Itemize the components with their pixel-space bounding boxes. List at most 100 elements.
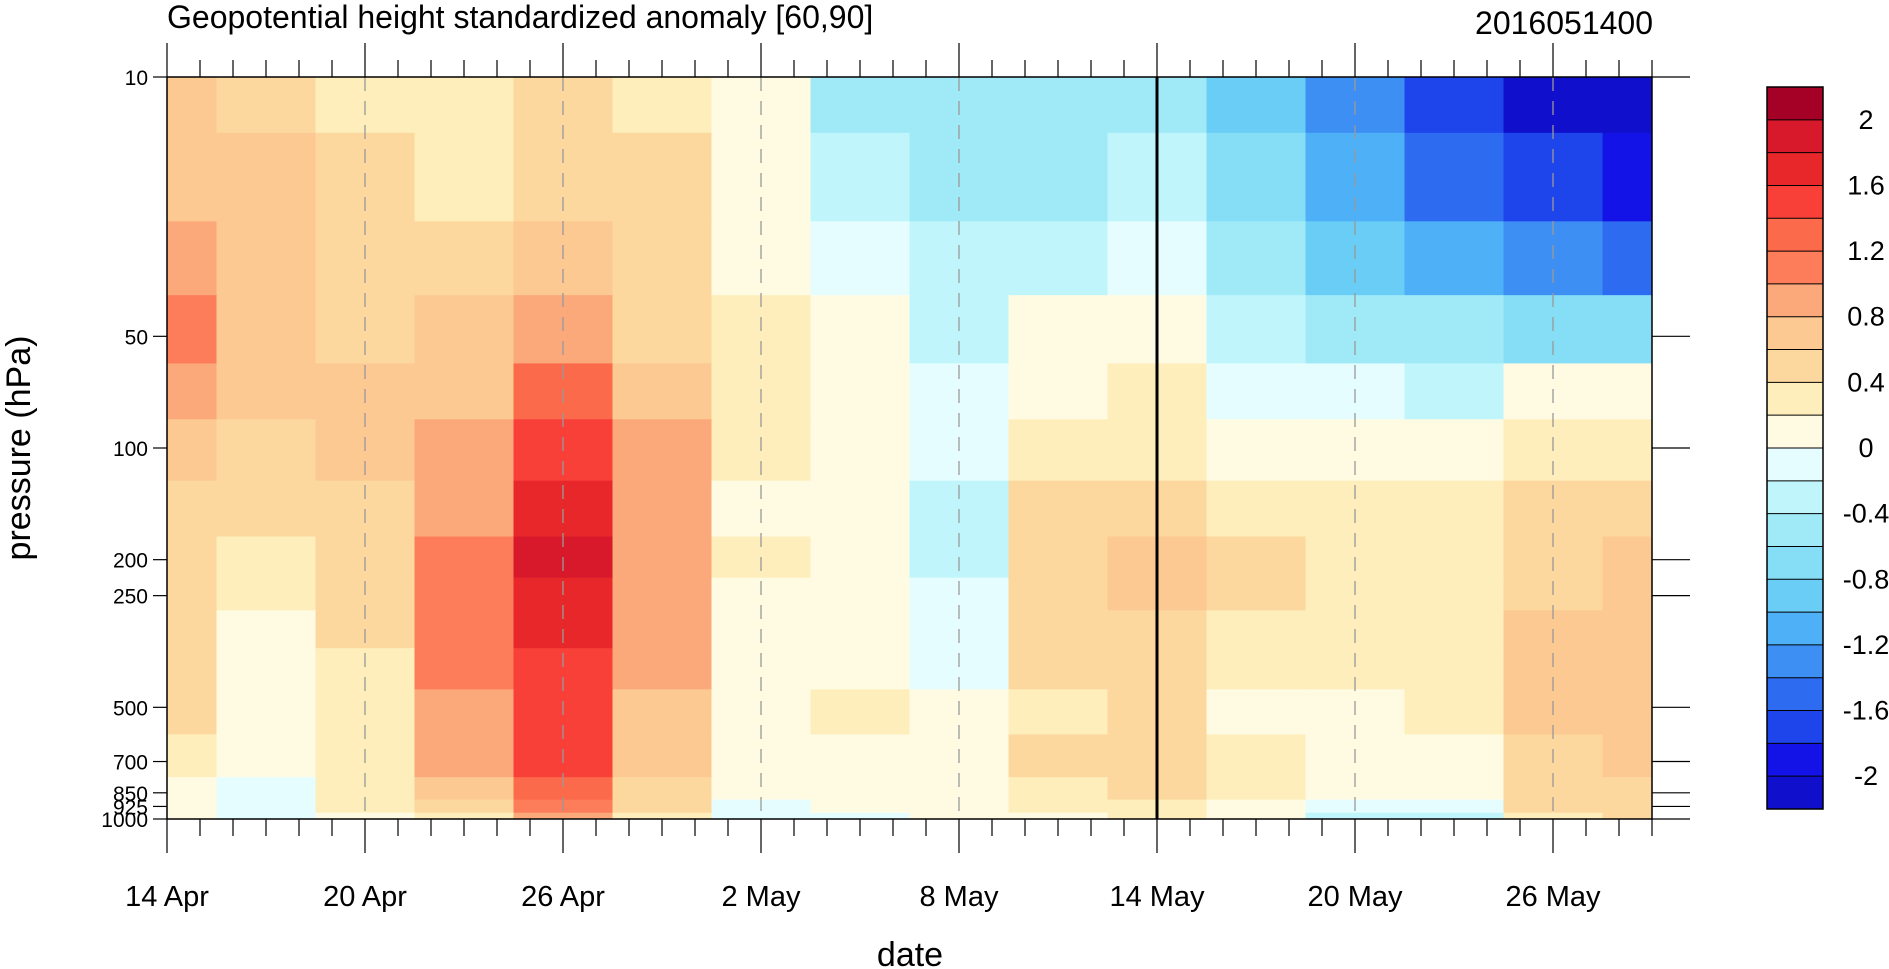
- data-cell: [612, 799, 713, 814]
- data-cell: [216, 577, 317, 611]
- data-cell: [1008, 480, 1109, 538]
- x-tick-label: 2 May: [722, 881, 801, 913]
- colorbar-label: 2: [1858, 105, 1873, 135]
- data-cell: [711, 812, 812, 819]
- data-cell: [1206, 689, 1307, 736]
- data-cell: [414, 799, 515, 814]
- data-cell: [1602, 734, 1652, 778]
- colorbar-swatch: [1767, 87, 1823, 121]
- data-cell: [1602, 132, 1652, 222]
- data-cell: [1206, 536, 1307, 579]
- data-cell: [1404, 689, 1505, 736]
- data-cell: [216, 610, 317, 649]
- data-cell: [810, 480, 911, 538]
- data-cell: [612, 363, 713, 420]
- chart-title: Geopotential height standardized anomaly…: [167, 0, 873, 35]
- data-cell: [1602, 419, 1652, 482]
- colorbar-swatch: [1767, 513, 1823, 547]
- colorbar-swatch: [1767, 448, 1823, 482]
- date-stamp: 2016051400: [1475, 5, 1653, 41]
- data-cell: [414, 295, 515, 365]
- data-cell: [414, 734, 515, 778]
- data-cell: [1404, 295, 1505, 365]
- data-cell: [167, 295, 218, 365]
- data-cell: [315, 812, 416, 819]
- data-cell: [810, 689, 911, 736]
- colorbar-label: 0.4: [1847, 367, 1885, 397]
- data-cell: [612, 536, 713, 579]
- data-cell: [1602, 363, 1652, 420]
- colorbar-swatch: [1767, 579, 1823, 613]
- x-tick-label: 20 Apr: [323, 881, 407, 913]
- y-tick-label: 925: [113, 796, 148, 819]
- colorbar-swatch: [1767, 119, 1823, 154]
- data-cell: [216, 363, 317, 420]
- data-cell: [810, 363, 911, 420]
- data-cell: [810, 777, 911, 801]
- data-cell: [167, 648, 218, 690]
- data-cell: [612, 577, 713, 611]
- colorbar-swatch: [1767, 743, 1823, 777]
- data-cell: [612, 812, 713, 819]
- data-cell: [612, 777, 713, 801]
- data-cell: [612, 295, 713, 365]
- data-cell: [414, 777, 515, 801]
- data-cell: [414, 577, 515, 611]
- colorbar-swatch: [1767, 251, 1823, 285]
- data-cell: [1404, 536, 1505, 579]
- data-cell: [167, 777, 218, 801]
- data-cell: [1404, 221, 1505, 296]
- data-cell: [216, 799, 317, 814]
- data-cell: [612, 480, 713, 538]
- data-cell: [216, 221, 317, 296]
- data-cell: [414, 132, 515, 222]
- x-axis-label: date: [877, 936, 943, 969]
- data-cell: [1008, 419, 1109, 482]
- data-cell: [513, 812, 614, 819]
- data-cell: [810, 77, 911, 134]
- colorbar-label: -1.6: [1843, 696, 1889, 726]
- colorbar-swatch: [1767, 349, 1823, 383]
- data-cell: [1404, 132, 1505, 222]
- data-cell: [167, 363, 218, 420]
- data-cell: [167, 77, 218, 134]
- data-cell: [1404, 419, 1505, 482]
- data-cell: [1602, 295, 1652, 365]
- data-cell: [1206, 777, 1307, 801]
- colorbar-frame: [1766, 86, 1824, 810]
- data-cell: [1206, 480, 1307, 538]
- data-cell: [414, 689, 515, 736]
- data-cell: [216, 536, 317, 579]
- data-cell: [1305, 812, 1406, 819]
- colorbar-swatch: [1767, 644, 1823, 679]
- data-cell: [315, 777, 416, 801]
- data-cell: [167, 132, 218, 222]
- data-cell: [167, 480, 218, 538]
- data-cell: [167, 610, 218, 649]
- data-cell: [810, 221, 911, 296]
- data-cell: [1206, 419, 1307, 482]
- data-cell: [1008, 536, 1109, 579]
- data-cell: [414, 363, 515, 420]
- data-cell: [414, 648, 515, 690]
- data-cell: [1206, 799, 1307, 814]
- data-cell: [1206, 77, 1307, 134]
- y-tick-label: 50: [125, 326, 148, 349]
- data-cell: [1008, 648, 1109, 690]
- data-cell: [1602, 536, 1652, 579]
- colorbar-label: -0.8: [1843, 564, 1889, 594]
- colorbar-swatch: [1767, 677, 1823, 711]
- data-cell: [216, 419, 317, 482]
- data-cell: [1206, 577, 1307, 611]
- data-cell: [1503, 777, 1604, 801]
- data-cell: [1602, 480, 1652, 538]
- data-cell: [810, 577, 911, 611]
- data-cell: [1008, 812, 1109, 819]
- colorbar: 2 1.6 1.2 0.8 0.4 0 -0.4 -0.8 -1.2 -1.6 -2: [1766, 86, 1889, 810]
- data-cell: [167, 799, 218, 814]
- data-cell: [810, 132, 911, 222]
- data-cell: [216, 734, 317, 778]
- data-cell: [167, 734, 218, 778]
- axes: 14 Apr 20 Apr 26 Apr 2 May 8 May 14 May 20 May…: [101, 43, 1690, 913]
